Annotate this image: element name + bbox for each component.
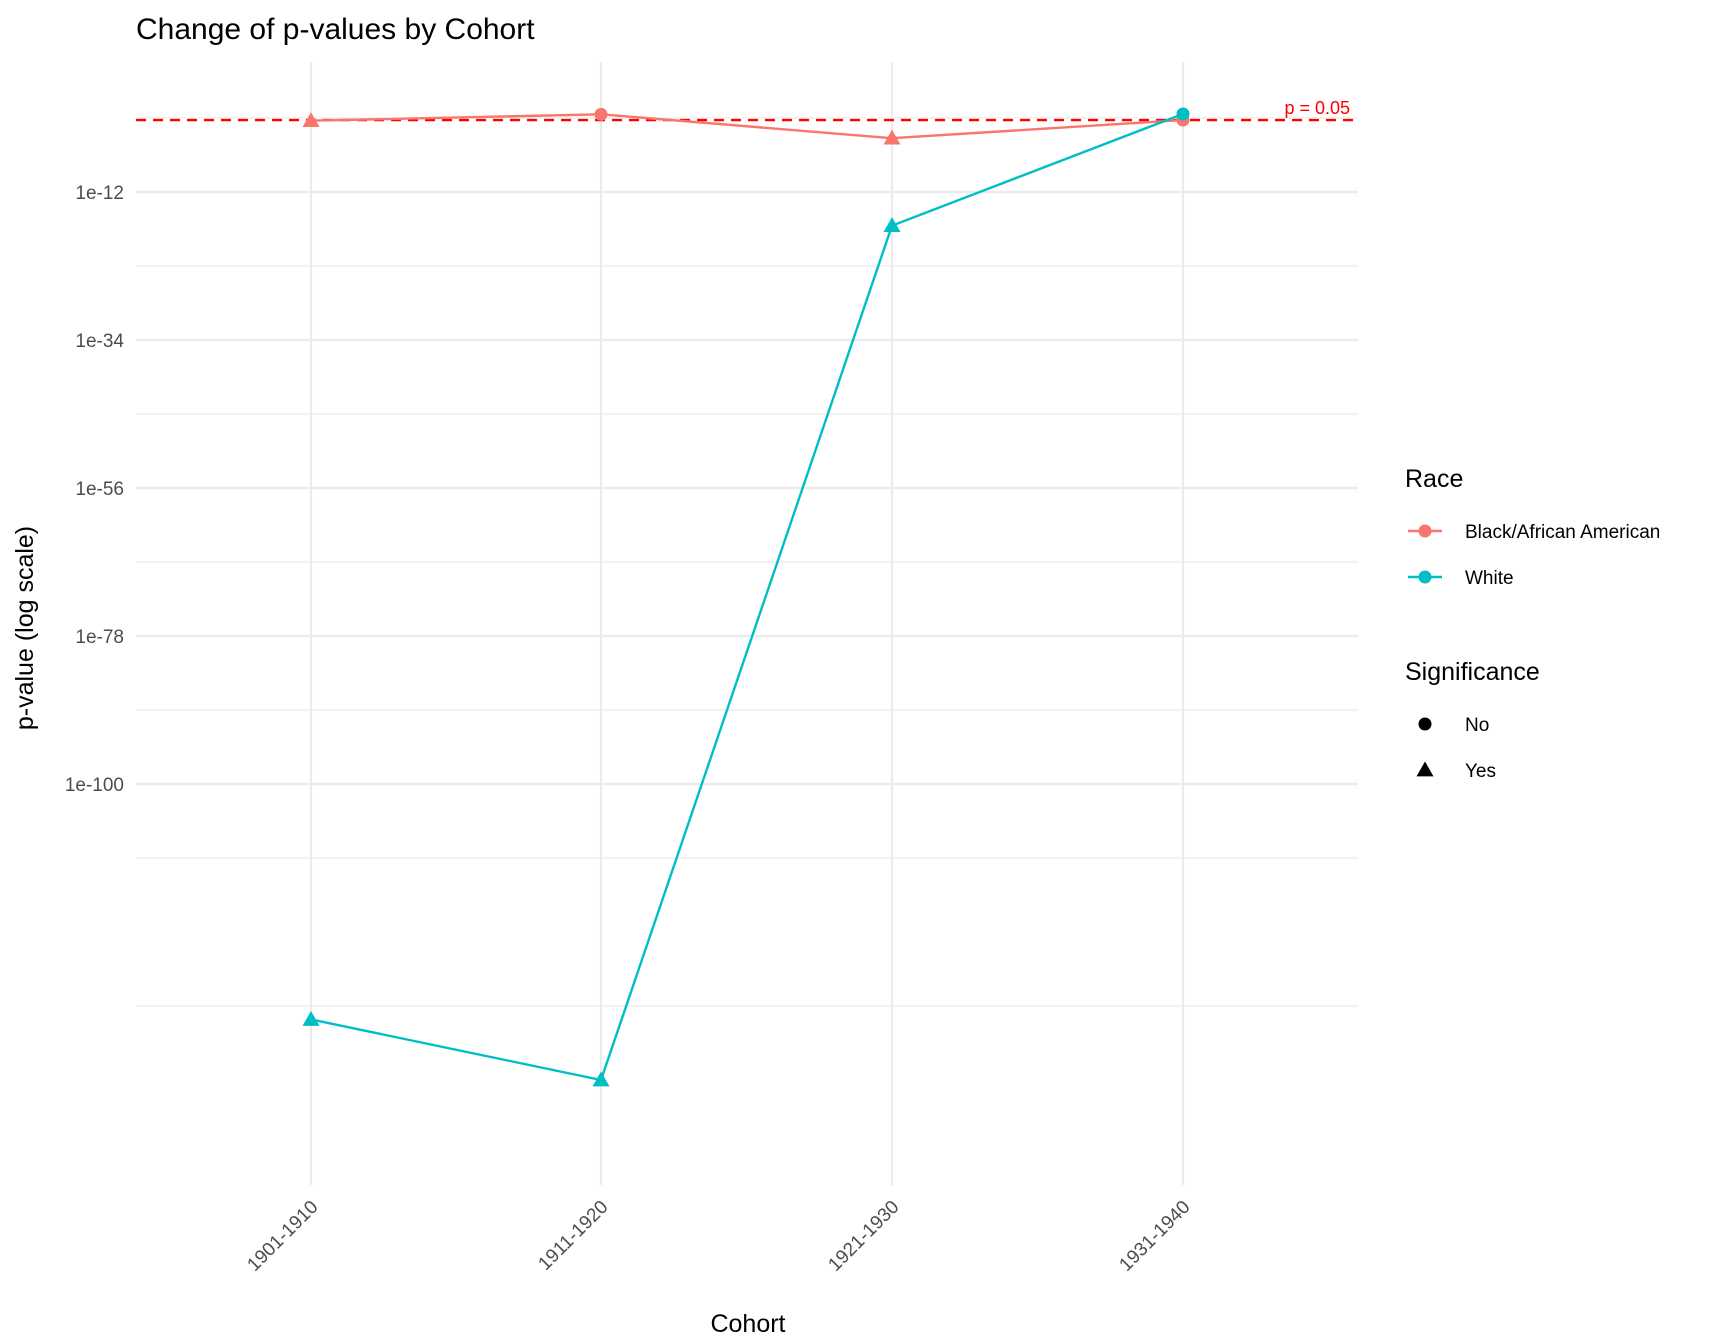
legend-key-point: [1418, 570, 1432, 584]
legend-key: [1408, 570, 1442, 584]
data-point: [302, 112, 320, 128]
y-axis-title: p-value (log scale): [11, 526, 39, 730]
reference-line-group: p = 0.05: [136, 98, 1358, 122]
series-line: [310, 112, 1184, 1082]
x-tick-labels: 1901-1910 1911-1920 1921-1930 1931-1940: [243, 1197, 1194, 1276]
series-black-african-american: [302, 107, 1190, 145]
x-axis-title: Cohort: [710, 1310, 785, 1338]
legend-label: Black/African American: [1465, 522, 1660, 543]
y-tick-label: 1e-78: [75, 627, 124, 648]
series-group: [302, 107, 1190, 1087]
data-point: [302, 1010, 320, 1026]
y-tick-label: 1e-56: [75, 479, 124, 500]
y-tick-labels: 1e-12 1e-34 1e-56 1e-78 1e-100: [65, 183, 125, 796]
data-point: [594, 107, 608, 121]
reference-line-label: p = 0.05: [1284, 98, 1350, 118]
y-tick-label: 1e-100: [65, 775, 124, 796]
legend-label: White: [1465, 568, 1514, 589]
x-tick-label: 1911-1920: [534, 1197, 612, 1275]
x-tick-label: 1901-1910: [243, 1197, 322, 1276]
x-tick-label: 1921-1930: [824, 1197, 903, 1276]
chart-title: Change of p-values by Cohort: [136, 13, 535, 46]
legend-title-race: Race: [1405, 465, 1463, 493]
legend-label: Yes: [1465, 761, 1496, 782]
legend-key-point: [1418, 524, 1432, 538]
legend-label: No: [1465, 715, 1489, 736]
y-tick-label: 1e-34: [75, 331, 124, 352]
legend: Race Black/African American White Significa…: [1405, 465, 1660, 782]
y-tick-label: 1e-12: [75, 183, 124, 204]
data-point: [883, 217, 901, 233]
legend-key: [1408, 524, 1442, 538]
grid: [136, 62, 1358, 1185]
legend-title-significance: Significance: [1405, 658, 1540, 686]
series-line: [310, 113, 1184, 140]
legend-key-shape: [1416, 761, 1434, 777]
x-tick-label: 1931-1940: [1115, 1197, 1194, 1276]
series-white: [302, 107, 1190, 1087]
data-point: [592, 1071, 610, 1087]
data-point: [883, 129, 901, 145]
legend-key-shape: [1418, 717, 1432, 731]
data-point: [1176, 107, 1190, 121]
